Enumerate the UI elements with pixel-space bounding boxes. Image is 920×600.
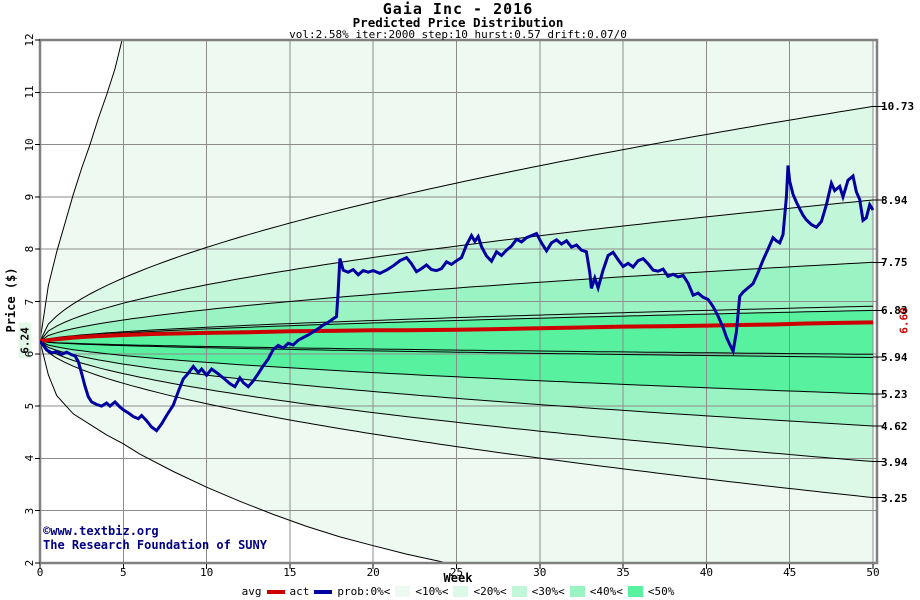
x-tick-label: 30	[533, 566, 547, 579]
percentile-value-label: 3.94	[881, 455, 908, 469]
act-line	[40, 165, 875, 433]
percentile-curves	[40, 40, 874, 563]
percentile-value-label: 10.73	[881, 100, 915, 114]
legend-line-swatch	[266, 589, 285, 594]
chart-title: Gaia Inc - 2016	[382, 0, 534, 18]
legend-color-swatch	[627, 586, 643, 597]
x-tick-label: 5	[119, 566, 127, 579]
x-axis-title: Week	[443, 571, 473, 585]
percentile-value-label: 3.25	[881, 491, 908, 505]
percentile-value-label: 6.83	[881, 304, 908, 318]
percentile-value-label: 7.75	[881, 256, 908, 270]
y-tick-label: 4	[23, 455, 36, 462]
y-tick-label: 8	[23, 245, 36, 253]
chart-subtitle: Predicted Price Distribution	[352, 15, 564, 30]
y-tick-label: 7	[23, 298, 36, 305]
legend-label: avg	[241, 585, 262, 598]
legend-label: <40%<	[589, 585, 623, 598]
legend-label: <30%<	[531, 585, 565, 598]
legend-line-swatch	[314, 589, 333, 594]
x-tick-label: 50	[866, 566, 880, 579]
y-tick-label: 9	[23, 193, 36, 201]
x-tick-label: 35	[616, 566, 630, 579]
percentile-value-label: 4.62	[881, 419, 908, 433]
x-tick-label: 20	[366, 566, 380, 579]
legend-color-swatch	[453, 586, 469, 597]
x-tick-label: 15	[283, 566, 297, 579]
legend: avg act prob:0%< <10%< <20%< <30%< <40%< <50%	[0, 585, 916, 598]
percentile-value-label: 5.94	[881, 350, 908, 364]
legend-label: <10%<	[415, 585, 449, 598]
legend-label: <20%<	[473, 585, 507, 598]
y-axis-title: Price ($)	[4, 267, 18, 333]
avg-line	[40, 320, 874, 344]
y-tick-label: 12	[23, 33, 36, 47]
probability-band	[40, 40, 873, 342]
watermark-org: The Research Foundation of SUNY	[43, 538, 267, 552]
legend-label: prob:0%<	[337, 585, 391, 598]
percentile-value-label: 5.23	[881, 388, 908, 402]
x-tick-label: 40	[699, 566, 714, 579]
percentile-value-label: 8.94	[881, 194, 908, 208]
legend-label: <50%	[647, 585, 675, 598]
legend-color-swatch	[511, 586, 527, 597]
chart-parameters: vol:2.58% iter:2000 step:10 hurst:0.57 d…	[289, 28, 627, 41]
y-tick-label: 6	[23, 350, 36, 358]
x-tick-label: 0	[36, 566, 44, 579]
y-tick-label: 11	[23, 85, 36, 99]
x-tick-label: 45	[783, 566, 797, 579]
x-tick-label: 10	[199, 566, 214, 579]
x-tick-label: 25	[449, 566, 464, 579]
y-tick-label: 5	[23, 402, 36, 410]
watermark-url: ©www.textbiz.org	[43, 524, 159, 538]
legend-label: act	[289, 585, 310, 598]
legend-color-swatch	[569, 586, 585, 597]
tick-marks	[35, 39, 884, 569]
y-tick-label: 10	[23, 137, 36, 152]
gridlines	[39, 39, 877, 564]
y-tick-label: 3	[23, 507, 36, 514]
legend-color-swatch	[395, 586, 411, 597]
